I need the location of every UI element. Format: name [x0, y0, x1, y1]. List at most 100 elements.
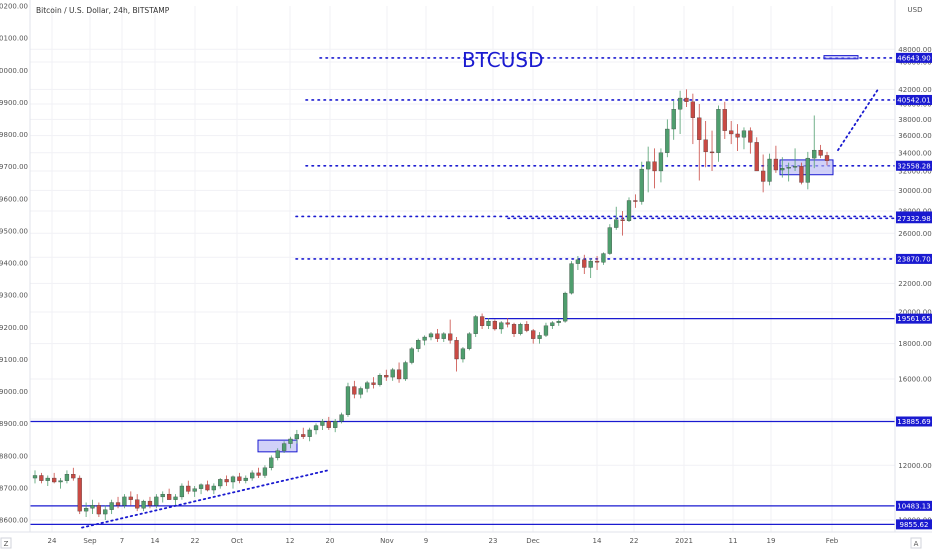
candle — [735, 124, 740, 152]
left-tick-label: 9000.00 — [0, 388, 28, 396]
candle-body — [633, 200, 638, 202]
candle — [326, 416, 331, 430]
candle — [192, 485, 197, 497]
candle-body — [492, 320, 498, 330]
candle — [147, 496, 153, 509]
candle — [754, 137, 759, 172]
x-tick-label: 2021 — [675, 537, 693, 545]
candle-body — [582, 259, 587, 268]
candle-body — [639, 168, 644, 202]
candle — [403, 360, 408, 381]
left-axis-panel — [0, 0, 30, 550]
right-axis-panel — [895, 0, 932, 550]
candle-body — [652, 161, 657, 172]
candle — [524, 321, 529, 333]
left-tick-label: 10200.00 — [0, 3, 28, 11]
candle — [154, 494, 159, 509]
candle-body — [505, 322, 510, 325]
candle — [543, 322, 549, 338]
candle — [748, 127, 753, 154]
range-box — [823, 55, 859, 60]
candle-body — [339, 414, 344, 422]
candle — [250, 470, 255, 481]
candle-body — [690, 101, 696, 118]
x-tick-label: Oct — [231, 537, 243, 545]
x-tick-label: 11 — [729, 537, 738, 545]
candle — [671, 101, 676, 140]
candle — [230, 475, 236, 489]
candle-body — [511, 324, 517, 334]
candle-body — [39, 475, 44, 481]
trend-line — [837, 88, 879, 152]
right-tick-label: 32000.00 — [898, 167, 931, 175]
candle — [646, 146, 651, 193]
candle — [550, 321, 555, 329]
candle-body — [186, 485, 191, 492]
candle — [818, 144, 823, 159]
candle — [792, 148, 798, 171]
price-level-label: 19561.65 — [897, 315, 930, 323]
candle — [454, 337, 459, 372]
candle — [741, 127, 747, 150]
candle-body — [454, 340, 459, 360]
candle — [531, 328, 536, 344]
candle-body — [307, 429, 312, 437]
left-tick-label: 9900.00 — [0, 99, 28, 107]
candle — [396, 362, 402, 383]
big-symbol-label: BTCUSD — [462, 48, 543, 72]
candle-body — [371, 382, 376, 385]
candle — [262, 465, 268, 479]
candle-body — [722, 109, 727, 131]
candle-body — [224, 479, 229, 483]
left-tick-label: 9400.00 — [0, 260, 28, 268]
candle-body — [716, 109, 721, 153]
symbol-title: Bitcoin / U.S. Dollar, 24h, BITSTAMP — [36, 6, 170, 15]
candle-body — [824, 155, 830, 161]
candle-body — [767, 158, 772, 182]
candle — [805, 151, 810, 190]
candle-body — [729, 130, 734, 135]
auto-scale-button[interactable] — [910, 537, 922, 549]
candle — [358, 386, 363, 399]
right-tick-label: 48000.00 — [898, 46, 931, 54]
candle-body — [812, 149, 817, 159]
right-tick-label: 30000.00 — [898, 187, 931, 195]
price-level-badge — [896, 416, 932, 427]
candle-body — [531, 330, 536, 339]
candle — [243, 475, 248, 484]
candle-body — [671, 109, 676, 130]
price-level-label: 46643.90 — [897, 54, 930, 62]
candle — [499, 321, 504, 334]
candle-body — [141, 500, 146, 509]
candle — [416, 338, 421, 353]
candle — [569, 261, 574, 295]
candle-body — [786, 167, 791, 169]
right-tick-label: 20000.00 — [898, 309, 931, 317]
x-tick-label: 22 — [191, 537, 200, 545]
x-tick-label: 7 — [120, 537, 124, 545]
candle-body — [103, 509, 108, 515]
candle-body — [301, 434, 306, 437]
candle-body — [684, 97, 689, 102]
level-badges: 46643.9040542.0132558.2827495.9227332.98… — [896, 52, 932, 530]
left-tick-label: 8600.00 — [0, 517, 28, 525]
candle — [224, 475, 229, 486]
candle — [320, 419, 325, 430]
zoom-corner-button[interactable] — [0, 537, 12, 549]
candle — [518, 322, 523, 336]
candle-body — [614, 219, 619, 228]
candle — [186, 480, 191, 495]
candle — [594, 256, 600, 271]
trend-line — [81, 469, 329, 529]
left-tick-label: 9200.00 — [0, 324, 28, 332]
candle — [435, 328, 440, 342]
candle — [377, 373, 383, 387]
x-tick-label: 12 — [286, 537, 295, 545]
right-tick-label: 34000.00 — [898, 149, 931, 157]
left-tick-label: 9600.00 — [0, 195, 28, 203]
candle-body — [390, 369, 395, 378]
candle — [722, 101, 727, 139]
candle-body — [537, 335, 542, 339]
right-tick-label: 42000.00 — [898, 86, 931, 94]
